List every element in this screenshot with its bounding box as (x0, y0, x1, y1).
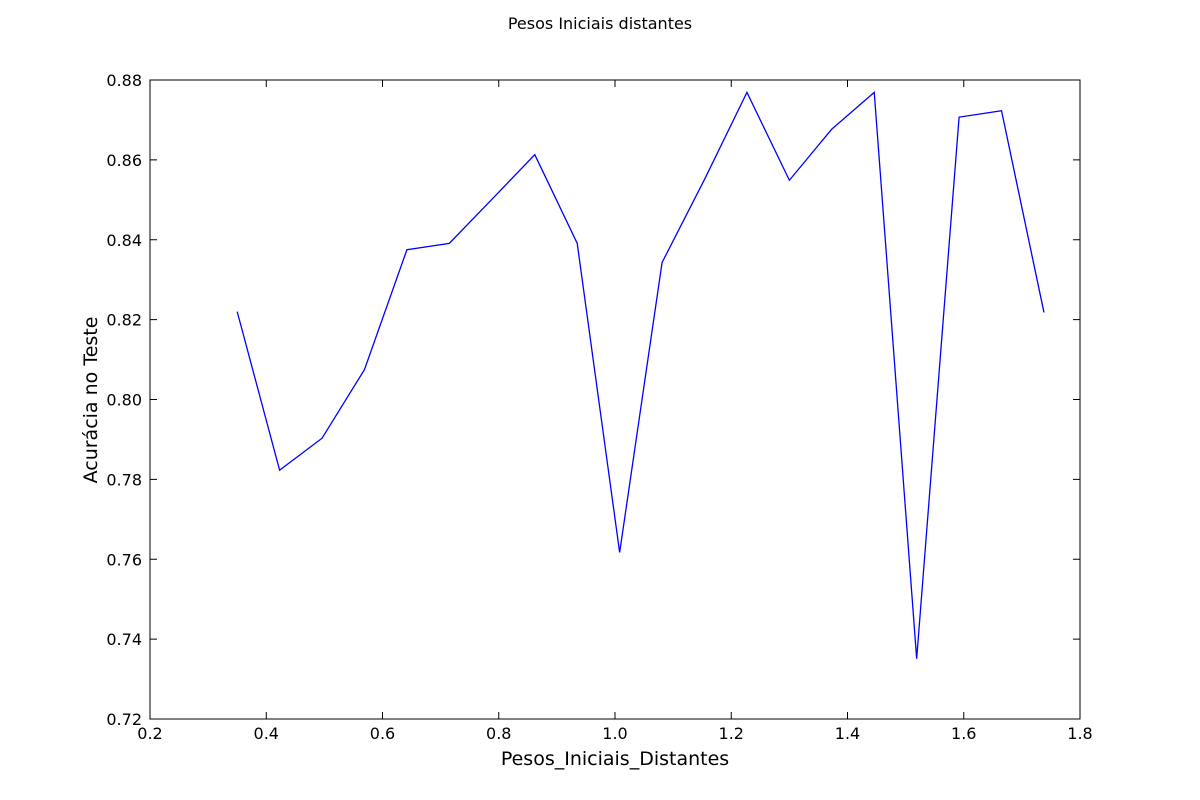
y-tick-label: 0.72 (106, 710, 142, 729)
x-axis-ticks: 0.2 0.4 0.6 0.8 1.0 1.2 1.4 1.6 1.8 (137, 80, 1093, 743)
x-axis-label: Pesos_Iniciais_Distantes (501, 748, 729, 770)
chart-title: Pesos Iniciais distantes (508, 14, 692, 33)
x-tick-label: 0.6 (370, 724, 395, 743)
series-line (236, 90, 1045, 659)
plot-frame (149, 79, 1081, 720)
x-tick-label: 1.4 (835, 724, 860, 743)
y-tick-label: 0.78 (106, 470, 142, 489)
y-tick-label: 0.86 (106, 151, 142, 170)
y-tick-label: 0.88 (106, 71, 142, 90)
y-tick-label: 0.82 (106, 311, 142, 330)
x-tick-label: 0.8 (486, 724, 511, 743)
y-tick-label: 0.76 (106, 550, 142, 569)
x-tick-label: 0.2 (137, 724, 162, 743)
y-tick-label: 0.80 (106, 391, 142, 410)
x-tick-label: 0.4 (254, 724, 279, 743)
y-tick-label: 0.74 (106, 630, 142, 649)
x-tick-label: 1.8 (1067, 724, 1092, 743)
x-tick-label: 1.2 (719, 724, 744, 743)
y-axis-ticks: 0.72 0.74 0.76 0.78 0.80 0.82 0.84 0.86 0.88 (106, 71, 1080, 729)
y-axis-label: Acurácia no Teste (80, 317, 102, 484)
y-tick-label: 0.84 (106, 231, 142, 250)
x-tick-label: 1.0 (602, 724, 627, 743)
series-layer (236, 90, 1045, 659)
x-tick-label: 1.6 (951, 724, 976, 743)
